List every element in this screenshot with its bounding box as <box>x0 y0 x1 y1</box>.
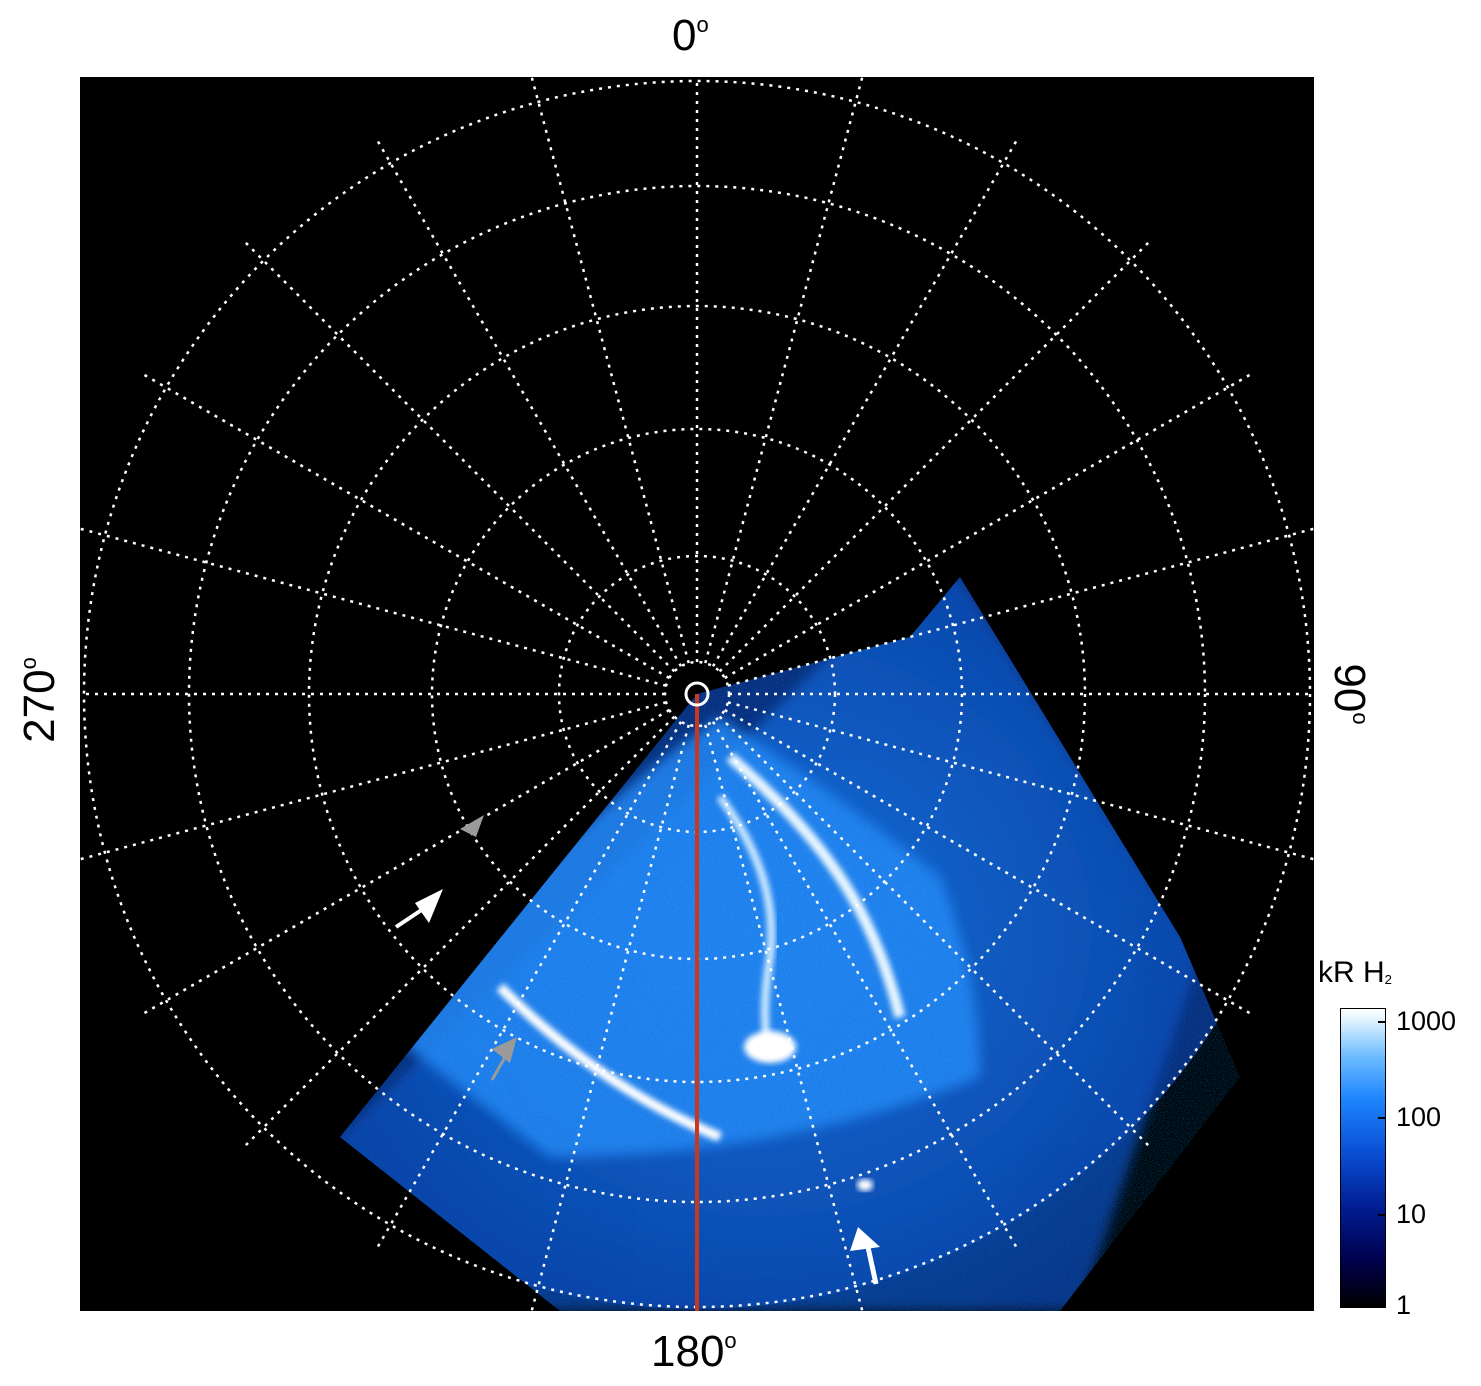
longitude-label-90: 90o <box>1325 663 1374 725</box>
bright-spot <box>744 1031 796 1063</box>
grid-meridian-line <box>727 701 1314 861</box>
grey-arrow-lower <box>490 1037 517 1081</box>
colorbar-tick-mark <box>1378 1117 1386 1119</box>
auroral-spot <box>857 1179 873 1191</box>
longitude-label-180: 180o <box>651 1327 737 1376</box>
grey-arrow-upper <box>460 815 484 837</box>
grid-meridian-line <box>724 708 1252 1016</box>
grid-meridian-line <box>375 139 683 667</box>
grid-meridian-line <box>718 240 1151 673</box>
grid-meridian-line <box>530 724 690 1311</box>
grid-meridian-line <box>711 721 1019 1249</box>
grid-meridian-line <box>704 724 864 1311</box>
white-arrow-bottom <box>850 1227 880 1285</box>
colorbar-tick-1: 1 <box>1396 1290 1412 1320</box>
colorbar-tick-mark <box>1378 1214 1386 1216</box>
grid-meridian-line <box>142 372 670 680</box>
colorbar-tick-mark <box>1378 1021 1386 1023</box>
dawn-arc <box>726 752 906 1019</box>
colorbar-tick-100: 100 <box>1396 1102 1442 1132</box>
grid-meridian-line <box>375 721 683 1249</box>
grid-meridian-line <box>142 708 670 1016</box>
white-arrow-left <box>394 889 443 929</box>
grid-meridian-line <box>530 77 690 664</box>
grid-meridian-line <box>724 372 1252 680</box>
grid-meridian-line <box>243 715 676 1148</box>
grid-meridian-line <box>704 77 864 664</box>
grid-meridian-line <box>727 527 1314 687</box>
longitude-label-0: 0o <box>672 11 709 60</box>
polar-auroral-image <box>80 77 1314 1311</box>
colorbar-tick-1000: 1000 <box>1396 1006 1457 1036</box>
colorbar-tick-mark <box>1378 1305 1386 1307</box>
colorbar-title: kR H2 <box>1318 956 1392 989</box>
grid-meridian-line <box>80 527 667 687</box>
inner-arc <box>716 794 776 1058</box>
grid-meridian-line <box>718 715 1151 1148</box>
grid-meridian-line <box>80 701 667 861</box>
pole-marker <box>684 681 710 707</box>
colorbar <box>1340 1008 1386 1308</box>
grid-meridian-line <box>711 139 1019 667</box>
grid-meridian-line <box>243 240 676 673</box>
longitude-label-270: 270o <box>15 657 64 743</box>
colorbar-tick-10: 10 <box>1396 1199 1427 1229</box>
main-auroral-oval-arc <box>496 983 722 1142</box>
